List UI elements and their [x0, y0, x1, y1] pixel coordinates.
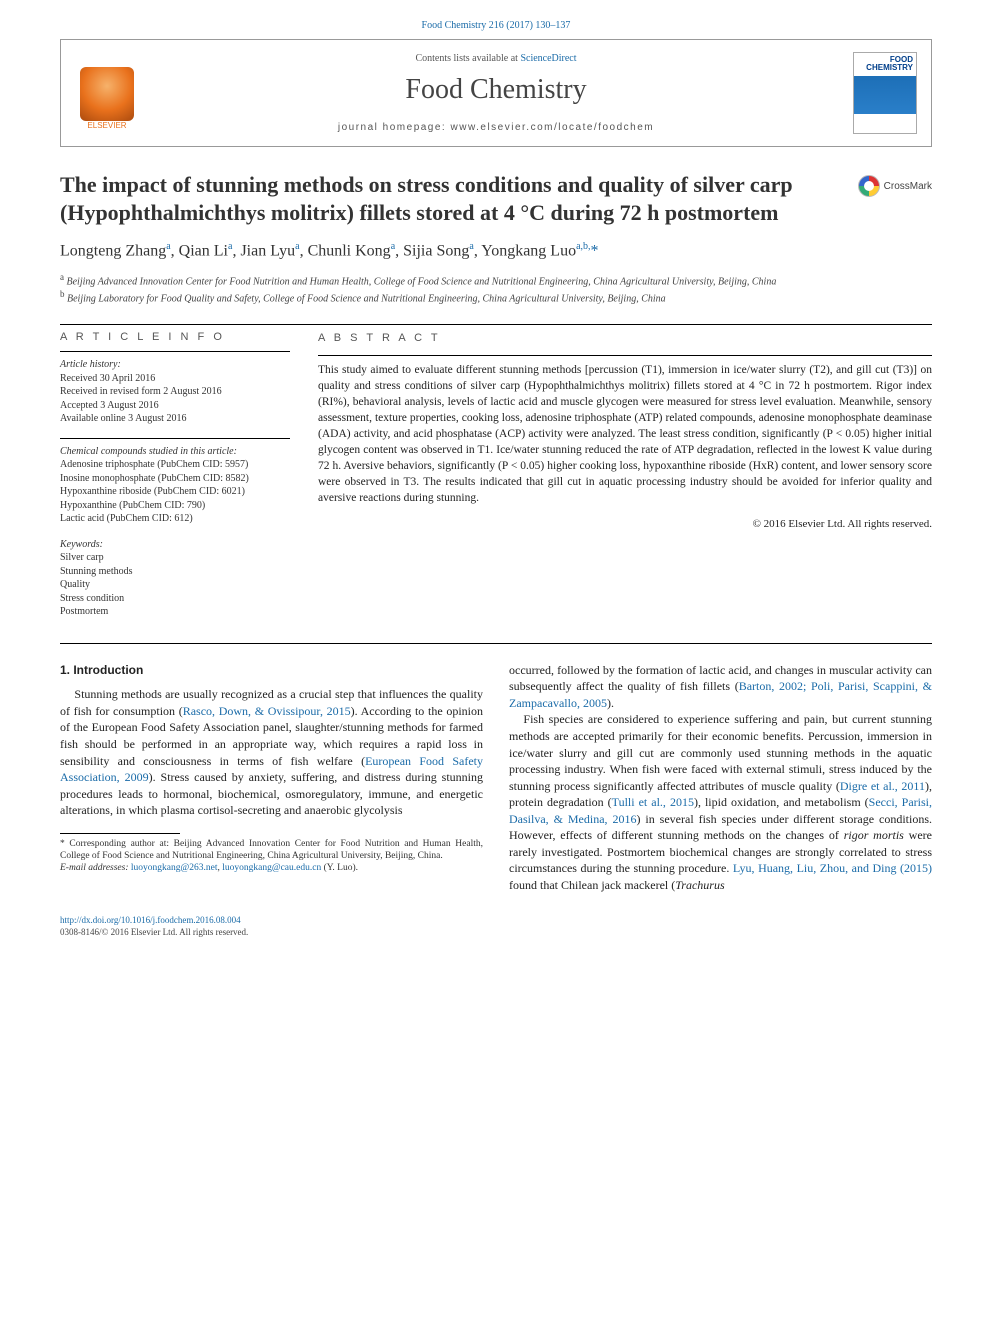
affiliation-a: a Beijing Advanced Innovation Center for…: [60, 271, 932, 289]
info-rule-2: [60, 438, 290, 439]
history-item: Received in revised form 2 August 2016: [60, 385, 290, 399]
elsevier-logo: ELSEVIER: [75, 56, 139, 130]
abstract-label: A B S T R A C T: [318, 331, 932, 346]
abstract-rule: [318, 355, 932, 356]
article-title: The impact of stunning methods on stress…: [60, 171, 844, 227]
affiliations: a Beijing Advanced Innovation Center for…: [60, 271, 932, 307]
compounds-head: Chemical compounds studied in this artic…: [60, 445, 290, 459]
keywords-head: Keywords:: [60, 538, 290, 552]
journal-homepage-line: journal homepage: www.elsevier.com/locat…: [153, 122, 839, 133]
email-link-2[interactable]: luoyongkang@cau.edu.cn: [222, 863, 321, 873]
top-rule: [60, 324, 932, 325]
bottom-info-rule: [60, 643, 932, 644]
contents-available-line: Contents lists available at ScienceDirec…: [153, 53, 839, 64]
compound-item: Adenosine triphosphate (PubChem CID: 595…: [60, 458, 290, 472]
compound-item: Lactic acid (PubChem CID: 612): [60, 512, 290, 526]
article-history-block: Article history: Received 30 April 2016 …: [60, 358, 290, 426]
affiliation-b: b Beijing Laboratory for Food Quality an…: [60, 288, 932, 306]
chemical-compounds-block: Chemical compounds studied in this artic…: [60, 445, 290, 526]
doi-link[interactable]: http://dx.doi.org/10.1016/j.foodchem.201…: [60, 915, 241, 925]
contents-prefix: Contents lists available at: [415, 53, 520, 64]
journal-cover-thumb: FOOD CHEMISTRY: [853, 52, 917, 134]
email-person: (Y. Luo).: [324, 863, 358, 873]
abstract-text: This study aimed to evaluate different s…: [318, 362, 932, 507]
keywords-block: Keywords: Silver carp Stunning methods Q…: [60, 538, 290, 619]
history-item: Accepted 3 August 2016: [60, 399, 290, 413]
intro-para-1: Stunning methods are usually recognized …: [60, 686, 483, 818]
history-item: Received 30 April 2016: [60, 372, 290, 386]
elsevier-tree-icon: [80, 67, 134, 121]
crossmark-icon: [858, 175, 880, 197]
keyword-item: Stunning methods: [60, 565, 290, 579]
footnote-separator: [60, 833, 180, 834]
page-footer: http://dx.doi.org/10.1016/j.foodchem.201…: [60, 915, 932, 938]
issn-copyright: 0308-8146/© 2016 Elsevier Ltd. All right…: [60, 927, 248, 937]
journal-name: Food Chemistry: [153, 74, 839, 106]
crossmark-label: CrossMark: [884, 181, 932, 192]
journal-header-box: ELSEVIER Contents lists available at Sci…: [60, 39, 932, 147]
keyword-item: Stress condition: [60, 592, 290, 606]
article-info-label: A R T I C L E I N F O: [60, 331, 290, 343]
email-link-1[interactable]: luoyongkang@263.net: [131, 863, 218, 873]
abstract-column: A B S T R A C T This study aimed to eval…: [318, 331, 932, 631]
citation-header: Food Chemistry 216 (2017) 130–137: [60, 20, 932, 31]
crossmark-button[interactable]: CrossMark: [858, 175, 932, 197]
body-two-column: 1. Introduction Stunning methods are usu…: [60, 662, 932, 894]
footnotes-block: * Corresponding author at: Beijing Advan…: [60, 838, 483, 875]
authors-line: Longteng Zhanga, Qian Lia, Jian Lyua, Ch…: [60, 241, 932, 260]
history-item: Available online 3 August 2016: [60, 412, 290, 426]
journal-header-middle: Contents lists available at ScienceDirec…: [153, 53, 839, 133]
elsevier-logo-text: ELSEVIER: [87, 121, 126, 130]
email-line: E-mail addresses: luoyongkang@263.net, l…: [60, 862, 483, 874]
compound-item: Inosine monophosphate (PubChem CID: 8582…: [60, 472, 290, 486]
history-head: Article history:: [60, 358, 290, 372]
copyright-line: © 2016 Elsevier Ltd. All rights reserved…: [318, 517, 932, 532]
intro-para-1-cont: occurred, followed by the formation of l…: [509, 662, 932, 712]
corresponding-author-note: * Corresponding author at: Beijing Advan…: [60, 838, 483, 863]
cover-stripe: [854, 76, 916, 114]
keyword-item: Silver carp: [60, 551, 290, 565]
homepage-url[interactable]: www.elsevier.com/locate/foodchem: [451, 122, 655, 133]
homepage-prefix: journal homepage:: [338, 122, 451, 133]
sciencedirect-link[interactable]: ScienceDirect: [520, 53, 576, 64]
intro-para-2: Fish species are considered to experienc…: [509, 711, 932, 893]
compound-item: Hypoxanthine (PubChem CID: 790): [60, 499, 290, 513]
section-1-heading: 1. Introduction: [60, 662, 483, 679]
info-rule-1: [60, 351, 290, 352]
article-info-sidebar: A R T I C L E I N F O Article history: R…: [60, 331, 290, 631]
cover-label: FOOD CHEMISTRY: [854, 53, 916, 72]
compound-item: Hypoxanthine riboside (PubChem CID: 6021…: [60, 485, 290, 499]
keyword-item: Postmortem: [60, 605, 290, 619]
info-abstract-row: A R T I C L E I N F O Article history: R…: [60, 331, 932, 631]
keyword-item: Quality: [60, 578, 290, 592]
